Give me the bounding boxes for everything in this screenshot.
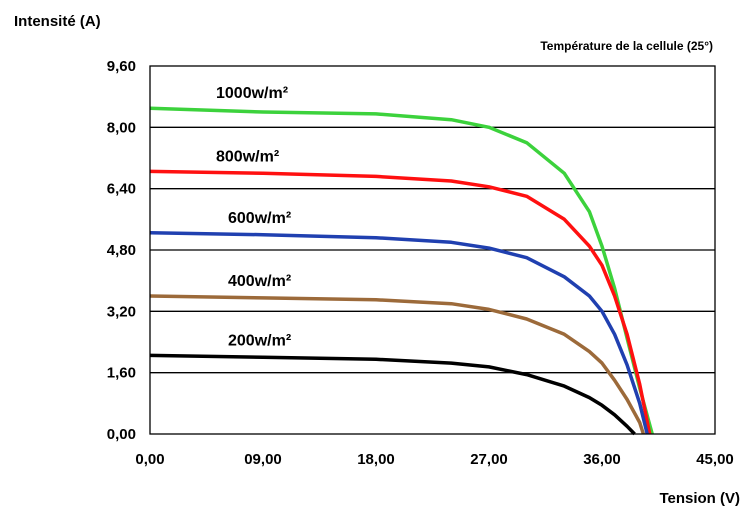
series-labels: 1000w/m² 800w/m² 600w/m² 400w/m² 200w/m²	[216, 85, 291, 349]
y-tick-label: 1,60	[107, 365, 136, 382]
x-tick-label: 45,00	[696, 451, 734, 468]
x-tick-label: 09,00	[244, 451, 282, 468]
series-line-600wm2	[149, 231, 649, 435]
series-label: 800w/m²	[216, 148, 279, 165]
series-line-800wm2	[149, 169, 652, 435]
y-tick-label: 4,80	[107, 242, 136, 259]
x-axis-title: Tension (V)	[659, 490, 740, 507]
series-line-400wm2	[149, 294, 646, 435]
y-tick-label: 6,40	[107, 181, 136, 198]
plot-border	[149, 65, 716, 435]
y-tick-labels: 0,00 1,60 3,20 4,80 6,40 8,00 9,60	[107, 58, 136, 443]
y-tick-label: 3,20	[107, 303, 136, 320]
x-tick-label: 18,00	[357, 451, 395, 468]
plot-frame	[149, 65, 716, 435]
y-axis-title: Intensité (A)	[14, 13, 101, 30]
y-tick-label: 8,00	[107, 119, 136, 136]
y-tick-label: 9,60	[107, 58, 136, 75]
series-curves	[149, 106, 654, 436]
series-label: 400w/m²	[228, 273, 291, 290]
series-label: 200w/m²	[228, 332, 291, 349]
temperature-annotation: Température de la cellule (25°)	[540, 39, 713, 53]
y-tick-label: 0,00	[107, 426, 136, 443]
x-tick-label: 36,00	[583, 451, 621, 468]
x-tick-labels: 0,00 09,00 18,00 27,00 36,00 45,00	[135, 451, 733, 468]
series-label: 1000w/m²	[216, 85, 288, 102]
series-line-200wm2	[149, 353, 636, 436]
x-tick-label: 27,00	[470, 451, 508, 468]
x-tick-label: 0,00	[135, 451, 164, 468]
series-label: 600w/m²	[228, 210, 291, 227]
